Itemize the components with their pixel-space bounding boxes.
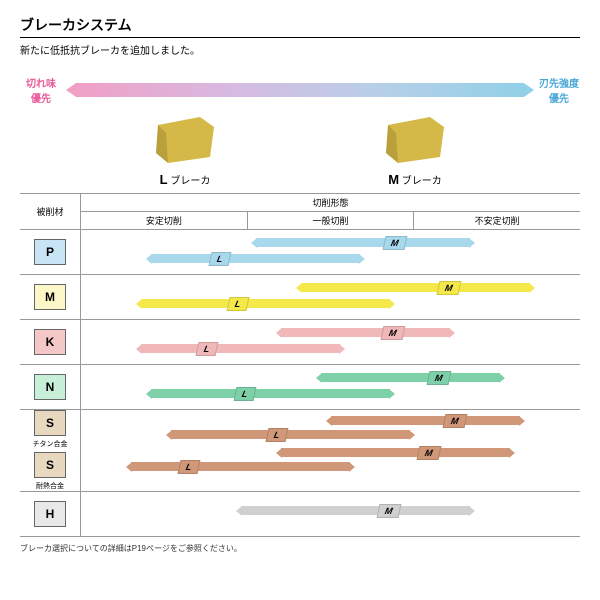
- bars-cell: M: [81, 492, 580, 536]
- range-bar: L: [131, 462, 351, 471]
- chart: 被削材 切削形態 安定切削 一般切削 不安定切削 PMLMMLKMLNMLSチタ…: [20, 193, 580, 537]
- material-row: S チタン合金 S 耐熱合金 M L M L: [20, 410, 580, 492]
- bars-cell: ML: [81, 275, 580, 319]
- header-material: 被削材: [20, 194, 81, 229]
- col-stable: 安定切削: [81, 212, 248, 229]
- material-row: MML: [20, 275, 580, 320]
- bar-tag: L: [208, 252, 230, 266]
- bar-tag: L: [233, 387, 255, 401]
- product-l-label: L ブレーカ: [150, 172, 220, 187]
- product-m: M ブレーカ: [380, 113, 450, 187]
- insert-icon: [150, 113, 220, 168]
- page-title: ブレーカシステム: [20, 15, 580, 38]
- range-bar: L: [151, 389, 391, 398]
- bar-tag: L: [178, 460, 200, 474]
- range-bar: M: [301, 283, 531, 292]
- gradient-right-label: 刃先強度 優先: [538, 75, 580, 105]
- material-badge: S: [34, 410, 66, 436]
- material-row: HM: [20, 492, 580, 537]
- range-bar: M: [331, 416, 521, 425]
- footnote: ブレーカ選択についての詳細はP19ページをご参照ください。: [20, 543, 580, 554]
- product-m-label: M ブレーカ: [380, 172, 450, 187]
- range-bar: M: [281, 328, 451, 337]
- material-row: NML: [20, 365, 580, 410]
- material-row: PML: [20, 230, 580, 275]
- product-l: L ブレーカ: [150, 113, 220, 187]
- product-row: L ブレーカ M ブレーカ: [70, 113, 530, 187]
- material-row: KML: [20, 320, 580, 365]
- material-badge: P: [34, 239, 66, 265]
- bars-cell: ML: [81, 230, 580, 274]
- range-bar: L: [171, 430, 411, 439]
- bars-cell: ML: [81, 365, 580, 409]
- material-cell: P: [20, 230, 81, 274]
- gradient-left-label: 切れ味 優先: [20, 75, 62, 105]
- range-bar: L: [151, 254, 361, 263]
- material-badge: N: [34, 374, 66, 400]
- col-general: 一般切削: [248, 212, 415, 229]
- material-cell: H: [20, 492, 81, 536]
- bars-cell: ML: [81, 320, 580, 364]
- bar-tag: M: [437, 281, 461, 295]
- range-bar: M: [321, 373, 501, 382]
- material-badge: S: [34, 452, 66, 478]
- material-cell: M: [20, 275, 81, 319]
- range-bar: L: [141, 299, 391, 308]
- material-sublabel: 耐熱合金: [36, 481, 64, 491]
- bar-tag: M: [381, 326, 405, 340]
- range-bar: M: [281, 448, 511, 457]
- chart-header: 被削材 切削形態 安定切削 一般切削 不安定切削: [20, 194, 580, 230]
- range-bar: L: [141, 344, 341, 353]
- subtitle: 新たに低抵抗ブレーカを追加しました。: [20, 42, 580, 57]
- bar-tag: M: [427, 371, 451, 385]
- insert-icon: [380, 113, 450, 168]
- material-cell: K: [20, 320, 81, 364]
- material-badge: M: [34, 284, 66, 310]
- range-bar: M: [256, 238, 471, 247]
- bar-tag: M: [383, 236, 407, 250]
- bar-tag: L: [195, 342, 217, 356]
- bar-tag: L: [265, 428, 287, 442]
- material-sublabel: チタン合金: [33, 439, 68, 449]
- material-badge: K: [34, 329, 66, 355]
- col-unstable: 不安定切削: [414, 212, 580, 229]
- bar-tag: L: [227, 297, 249, 311]
- bar-tag: M: [377, 504, 401, 518]
- bar-tag: M: [417, 446, 441, 460]
- bar-tag: M: [443, 414, 467, 428]
- gradient-bar: [66, 83, 534, 97]
- material-cell: N: [20, 365, 81, 409]
- range-bar: M: [241, 506, 471, 515]
- bars-cell: M L M L: [81, 410, 580, 491]
- material-badge: H: [34, 501, 66, 527]
- header-cutting: 切削形態: [81, 194, 580, 212]
- priority-gradient: 切れ味 優先 刃先強度 優先: [20, 75, 580, 105]
- material-cell: S チタン合金 S 耐熱合金: [20, 410, 81, 491]
